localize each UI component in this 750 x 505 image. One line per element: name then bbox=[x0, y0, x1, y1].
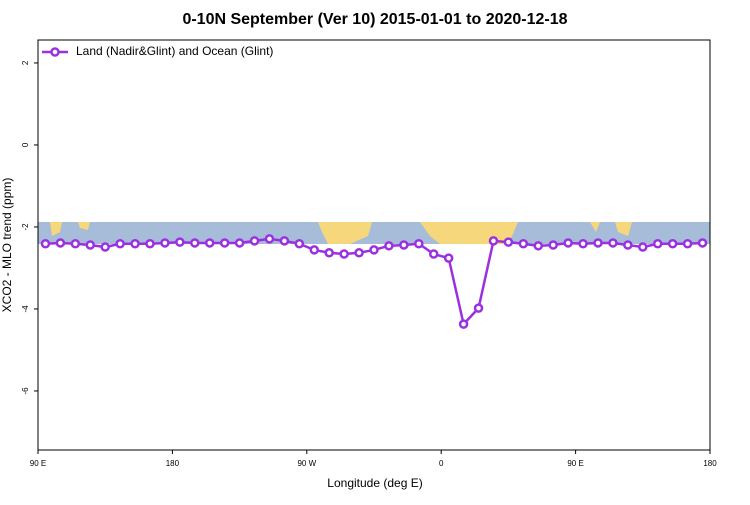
data-point bbox=[279, 236, 290, 246]
data-point bbox=[533, 241, 544, 251]
data-point bbox=[294, 239, 305, 249]
data-point bbox=[503, 237, 514, 247]
x-tick-label: 90 W bbox=[297, 459, 316, 468]
data-point bbox=[488, 236, 499, 246]
x-tick-label: 0 bbox=[439, 459, 444, 468]
plot-frame bbox=[37, 39, 711, 451]
data-point bbox=[324, 248, 334, 258]
data-point bbox=[234, 238, 245, 248]
legend-label: Land (Nadir&Glint) and Ocean (Glint) bbox=[76, 44, 273, 58]
data-point bbox=[667, 239, 678, 249]
data-point bbox=[175, 237, 185, 247]
y-tick-label: 2 bbox=[21, 60, 30, 65]
y-tick-label: 0 bbox=[21, 142, 30, 147]
data-point bbox=[130, 239, 140, 249]
data-point bbox=[249, 236, 260, 246]
data-point bbox=[219, 238, 230, 248]
data-point bbox=[414, 239, 424, 249]
legend-marker bbox=[50, 47, 60, 57]
data-point bbox=[145, 239, 155, 249]
data-point bbox=[458, 319, 469, 329]
data-point bbox=[652, 239, 663, 249]
data-point bbox=[115, 239, 125, 249]
x-tick-label: 180 bbox=[166, 459, 180, 468]
data-point bbox=[593, 238, 603, 248]
data-point bbox=[638, 242, 648, 252]
data-point bbox=[548, 240, 558, 250]
data-point bbox=[682, 239, 693, 249]
chart-title: 0-10N September (Ver 10) 2015-01-01 to 2… bbox=[182, 11, 567, 28]
data-point bbox=[578, 239, 588, 249]
data-point bbox=[55, 238, 66, 248]
data-point bbox=[354, 248, 364, 258]
data-point bbox=[40, 239, 51, 249]
x-tick-label: 180 bbox=[703, 459, 717, 468]
data-point bbox=[563, 238, 573, 248]
data-point bbox=[399, 240, 409, 250]
data-point bbox=[428, 249, 439, 259]
x-tick-label: 90 E bbox=[30, 459, 46, 468]
y-tick-label: -2 bbox=[21, 223, 30, 231]
data-point bbox=[85, 240, 96, 250]
data-point bbox=[309, 245, 320, 255]
data-point bbox=[160, 238, 170, 248]
x-tick-label: 90 E bbox=[567, 459, 583, 468]
data-point bbox=[100, 242, 110, 252]
data-point bbox=[70, 239, 81, 249]
data-point bbox=[204, 238, 215, 248]
x-axis-label: Longitude (deg E) bbox=[327, 476, 422, 490]
data-point bbox=[443, 253, 454, 263]
y-axis-label: XCO2 - MLO trend (ppm) bbox=[0, 178, 14, 313]
data-point bbox=[608, 238, 618, 248]
map-strip bbox=[38, 222, 710, 244]
data-point bbox=[697, 238, 708, 248]
data-point bbox=[623, 240, 633, 250]
data-point bbox=[384, 241, 394, 251]
data-point bbox=[339, 249, 349, 259]
y-tick-label: -4 bbox=[21, 305, 30, 313]
data-point bbox=[264, 234, 275, 244]
data-point bbox=[518, 239, 529, 249]
data-point bbox=[473, 303, 484, 313]
y-tick-label: -6 bbox=[21, 387, 30, 395]
data-point bbox=[369, 245, 379, 255]
data-point bbox=[190, 238, 200, 248]
